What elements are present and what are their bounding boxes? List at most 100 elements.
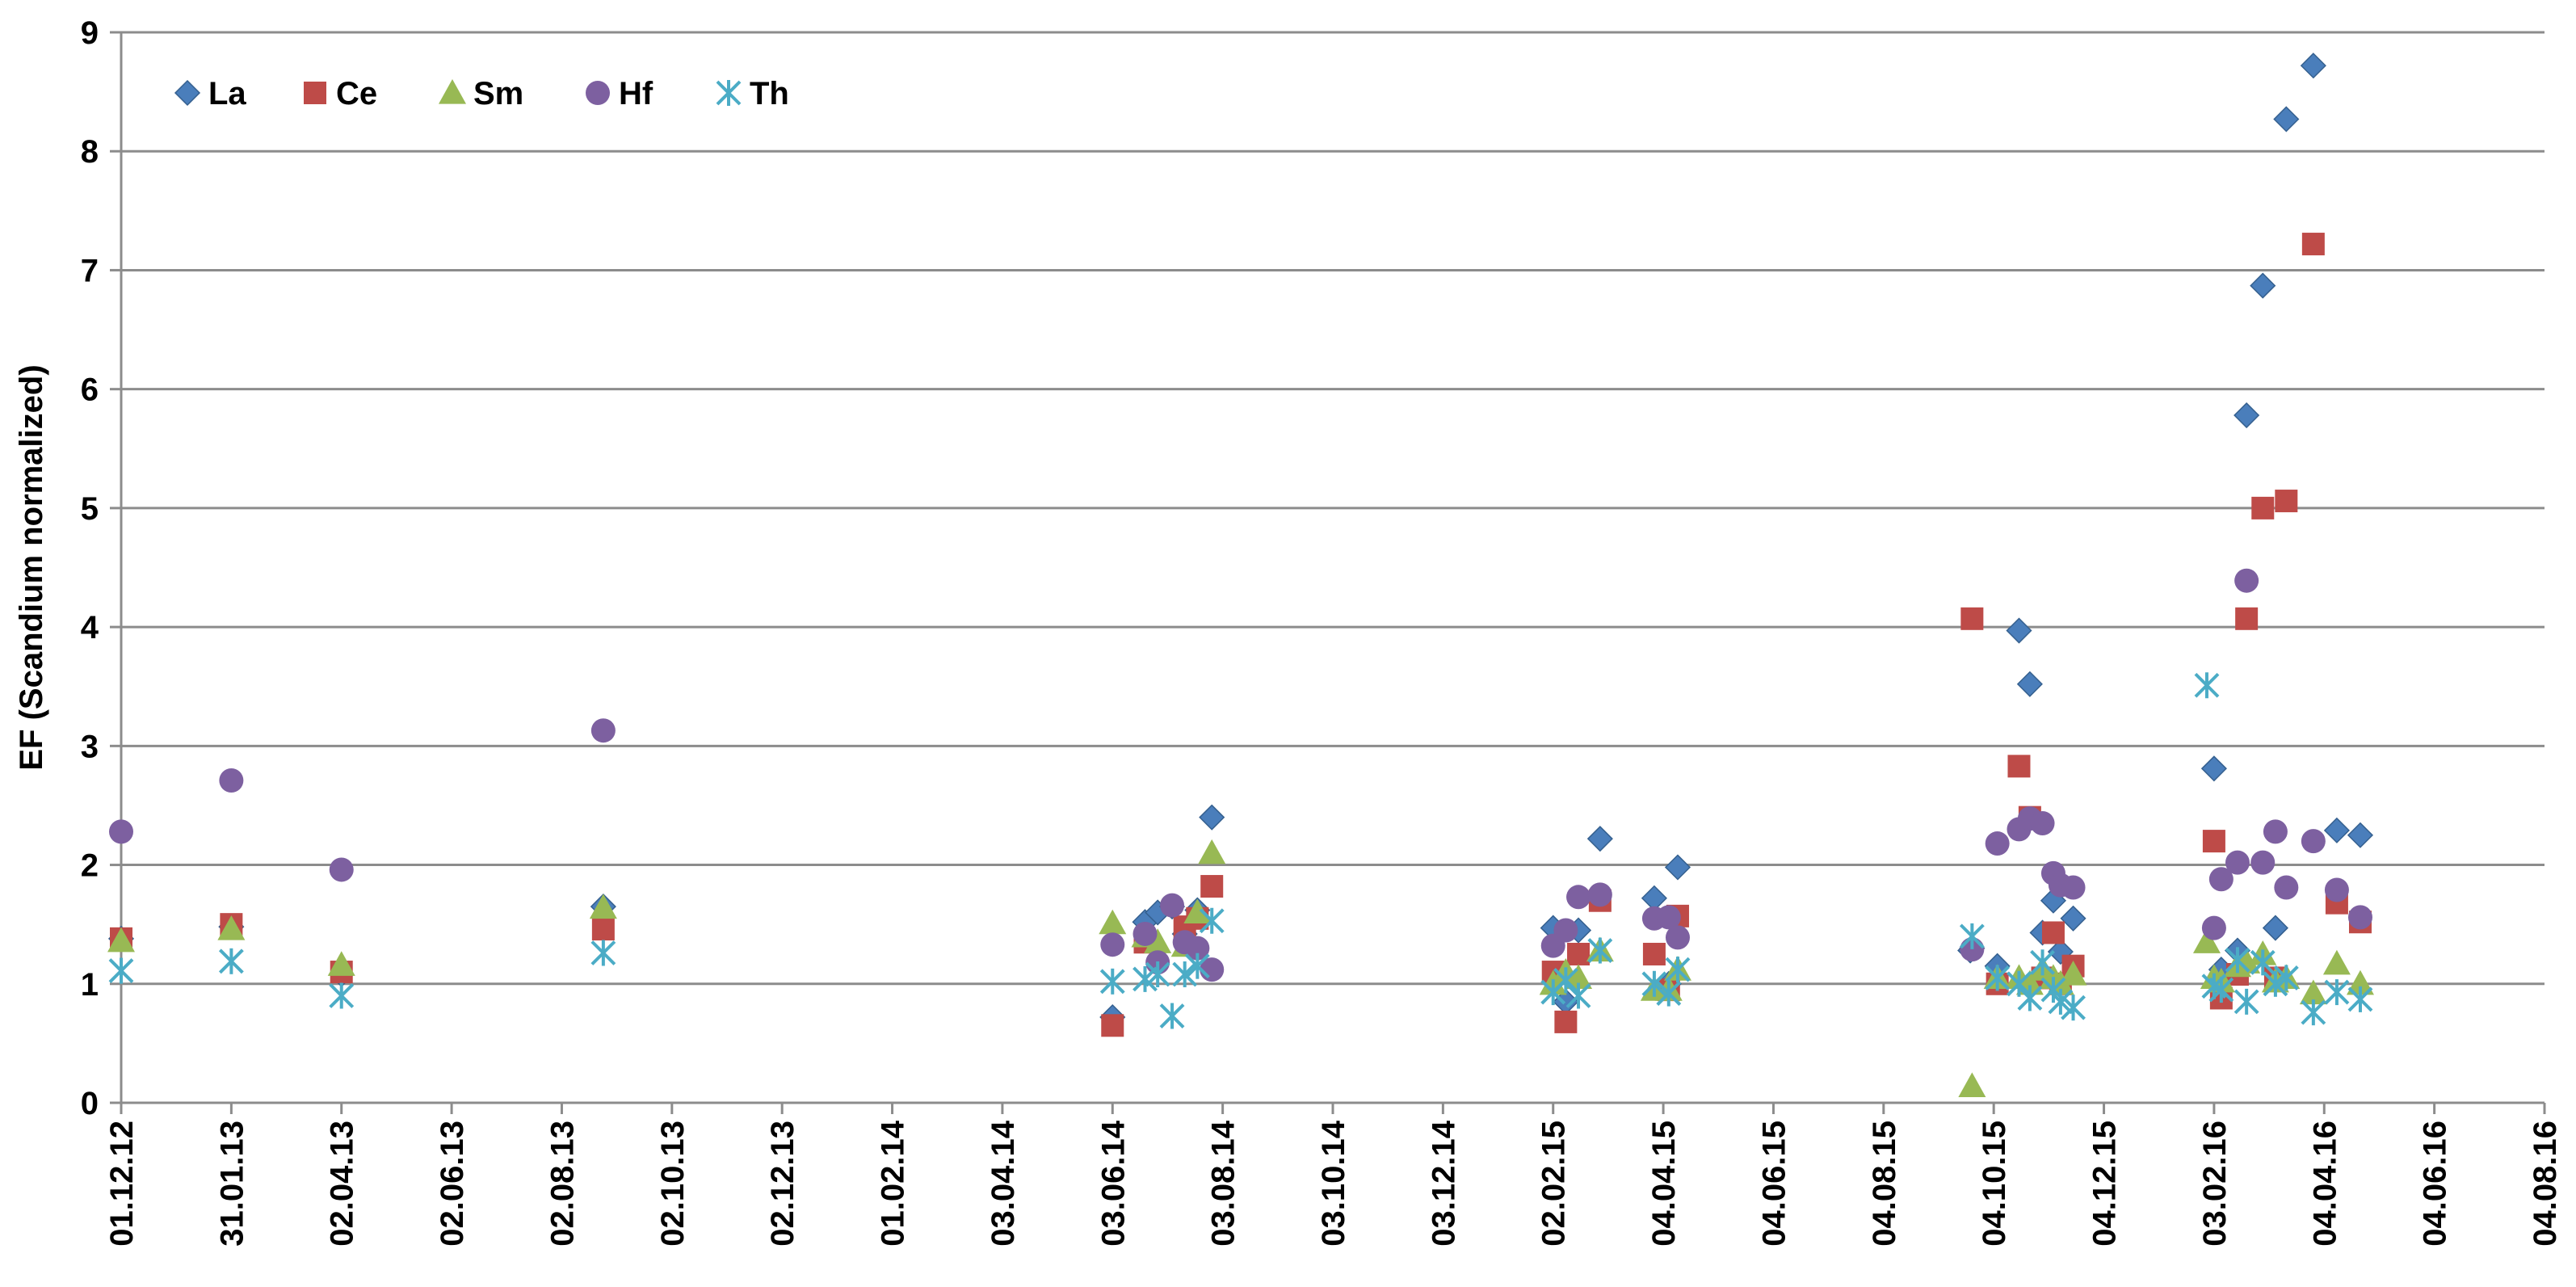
- y-tick-label: 5: [81, 491, 99, 527]
- y-tick-label: 8: [81, 134, 99, 170]
- point-ce: [1642, 942, 1666, 965]
- point-la: [2262, 915, 2288, 941]
- point-hf: [2201, 915, 2226, 940]
- legend-item-la: La: [174, 76, 246, 111]
- point-th: [1565, 982, 1591, 1009]
- y-tick-label: 9: [81, 15, 99, 51]
- point-th: [2234, 988, 2259, 1015]
- point-la: [2250, 272, 2276, 299]
- x-tick-label: 04.06.16: [2418, 1121, 2453, 1247]
- point-ce: [2275, 490, 2298, 513]
- point-la: [2234, 402, 2260, 429]
- point-sm: [1565, 964, 1593, 990]
- x-tick-label: 03.02.16: [2197, 1121, 2233, 1247]
- point-th: [1656, 980, 1682, 1007]
- y-axis-label: EF (Scandium normalized): [14, 364, 49, 770]
- point-th: [2017, 985, 2043, 1012]
- point-la: [1199, 804, 1225, 831]
- point-ce: [1960, 607, 1984, 630]
- point-hf: [1133, 921, 1158, 946]
- x-tick-label: 03.12.14: [1426, 1120, 1461, 1246]
- point-th: [2048, 988, 2074, 1015]
- point-hf: [2225, 850, 2250, 875]
- point-sm: [1144, 928, 1172, 953]
- point-th: [2273, 965, 2299, 991]
- y-tick-label: 1: [81, 967, 99, 1003]
- point-ce: [1200, 875, 1224, 898]
- point-la: [2300, 53, 2326, 79]
- gridlines: [121, 31, 2544, 986]
- x-tick-label: 04.12.15: [2087, 1121, 2123, 1247]
- point-th: [329, 982, 355, 1009]
- point-hf: [2061, 875, 2086, 900]
- y-tick-label: 4: [81, 610, 99, 646]
- point-ce: [2235, 607, 2259, 630]
- point-la: [1586, 826, 1613, 852]
- y-tick-label: 2: [81, 848, 99, 884]
- point-th: [2007, 970, 2032, 997]
- point-hf: [1100, 932, 1125, 957]
- x-tick-label: 04.06.15: [1756, 1121, 1792, 1247]
- legend-item-th: Th: [716, 76, 789, 111]
- point-sm: [589, 894, 617, 919]
- point-th: [1641, 970, 1667, 997]
- point-th: [1587, 937, 1613, 964]
- point-sm: [2233, 948, 2261, 974]
- x-tick-label: 02.04.13: [325, 1121, 360, 1247]
- point-sm: [1198, 839, 1226, 864]
- point-hf: [2274, 875, 2299, 900]
- x-tick-label: 04.08.16: [2528, 1121, 2563, 1247]
- point-hf: [1553, 918, 1578, 943]
- x-tick-label: 04.04.16: [2307, 1121, 2343, 1247]
- x-tick-label: 01.12.12: [104, 1121, 140, 1247]
- point-th: [1133, 965, 1158, 992]
- point-ce: [591, 918, 615, 941]
- x-tick-label: 01.02.14: [876, 1120, 911, 1246]
- x-tick-label: 04.04.15: [1646, 1121, 1682, 1247]
- x-tick-label: 03.08.14: [1206, 1120, 1242, 1246]
- point-hf: [2234, 568, 2259, 593]
- point-hf: [219, 768, 244, 793]
- x-tick-label: 04.10.15: [1977, 1121, 2012, 1247]
- legend: La Ce Sm Hf Th: [174, 76, 789, 111]
- point-hf: [1985, 831, 2010, 856]
- x-tick-label: 03.10.14: [1316, 1120, 1351, 1246]
- legend-marker-sm: [439, 79, 466, 104]
- y-tick-label: 0: [81, 1086, 99, 1121]
- point-th: [2061, 995, 2086, 1021]
- x-tick-label: 02.10.13: [655, 1121, 691, 1247]
- point-ce: [1101, 1014, 1124, 1037]
- point-th: [218, 948, 244, 974]
- legend-label: La: [208, 76, 246, 111]
- x-tick-label: 02.12.13: [765, 1121, 801, 1247]
- point-th: [2347, 986, 2373, 1012]
- point-la: [2323, 817, 2350, 843]
- point-hf: [2030, 811, 2055, 836]
- point-ce: [2041, 921, 2065, 944]
- point-ce: [2007, 755, 2031, 778]
- x-tick-label: 31.01.13: [214, 1121, 250, 1247]
- series-th: [108, 672, 2373, 1029]
- point-la: [2060, 905, 2086, 932]
- point-sm: [327, 951, 355, 976]
- point-th: [1959, 923, 1985, 949]
- point-th: [1184, 953, 1210, 979]
- point-hf: [1656, 905, 1681, 930]
- x-tick-label: 03.06.14: [1095, 1120, 1131, 1246]
- point-th: [590, 940, 616, 966]
- point-sm: [2322, 949, 2351, 975]
- y-tick-label: 3: [81, 729, 99, 764]
- point-hf: [1665, 925, 1690, 950]
- legend-item-sm: Sm: [439, 76, 523, 111]
- axes: 0 1 2 3 4 5 6 7 8 9 01.12.12 31.01.13 02.04.13 02.06.…: [81, 15, 2563, 1247]
- point-hf: [2208, 867, 2234, 892]
- point-hf: [2250, 850, 2276, 875]
- data-points: [107, 53, 2374, 1097]
- legend-label: Th: [750, 76, 789, 111]
- point-la: [2273, 106, 2300, 132]
- point-hf: [1160, 893, 1185, 918]
- point-ce: [2202, 830, 2225, 853]
- point-hf: [2347, 905, 2372, 930]
- point-th: [1665, 957, 1691, 983]
